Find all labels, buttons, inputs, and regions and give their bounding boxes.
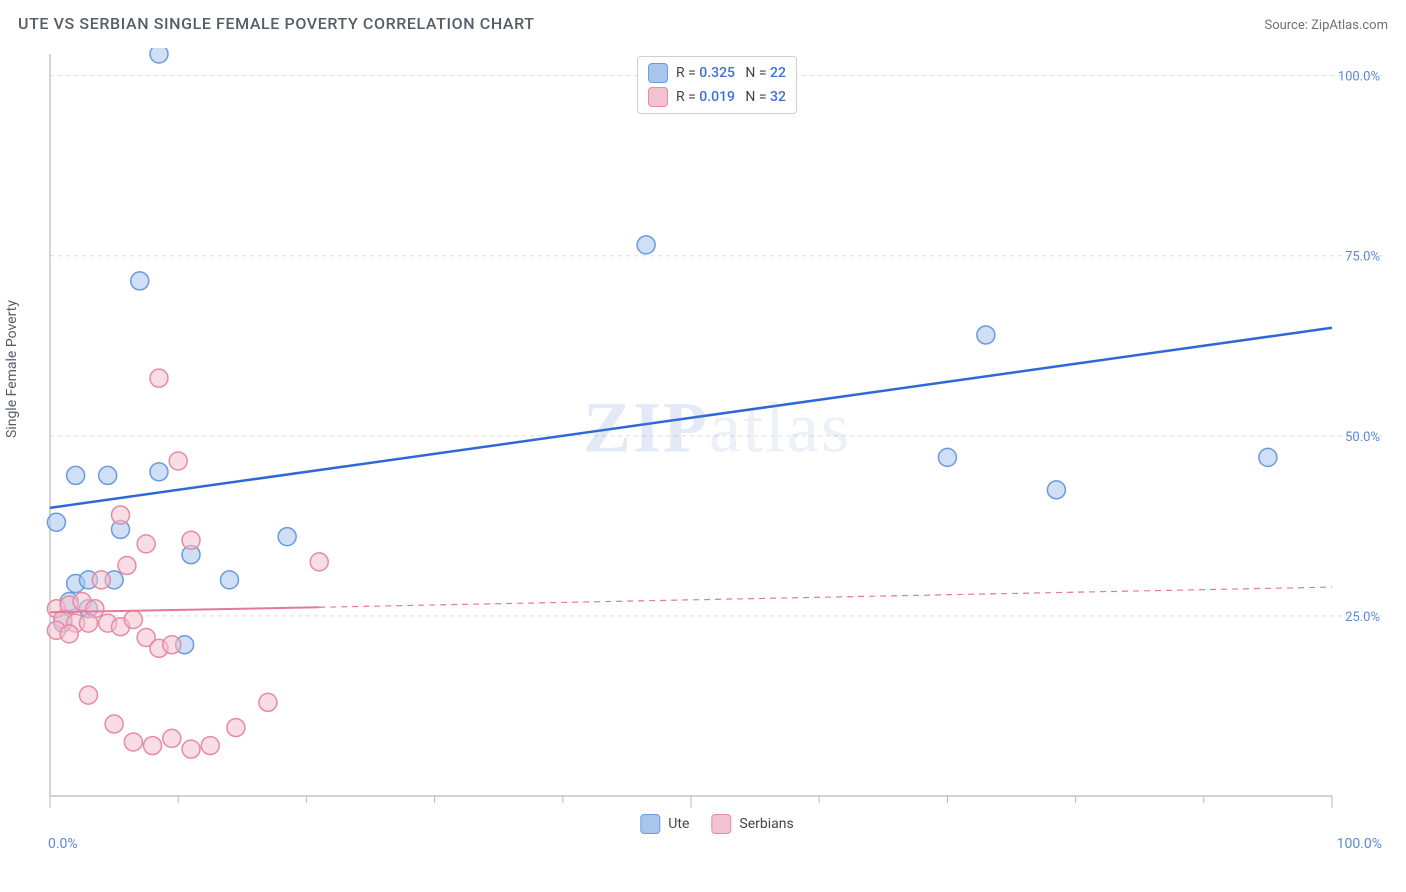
data-point bbox=[144, 737, 162, 755]
svg-text:25.0%: 25.0% bbox=[1345, 610, 1380, 625]
data-point bbox=[182, 531, 200, 549]
legend-swatch bbox=[648, 87, 668, 107]
data-point bbox=[637, 236, 655, 254]
data-point bbox=[938, 448, 956, 466]
series-legend-label: Serbians bbox=[739, 816, 793, 832]
data-point bbox=[67, 466, 85, 484]
data-point bbox=[112, 506, 130, 524]
y-axis-label: Single Female Poverty bbox=[4, 300, 20, 438]
data-point bbox=[278, 528, 296, 546]
data-point bbox=[310, 553, 328, 571]
x-axis-max-label: 100.0% bbox=[1337, 836, 1382, 852]
source-name: ZipAtlas.com bbox=[1311, 18, 1388, 33]
data-point bbox=[977, 326, 995, 344]
data-point bbox=[137, 535, 155, 553]
data-point bbox=[47, 513, 65, 531]
trend-line-ute bbox=[50, 328, 1332, 508]
x-axis-min-label: 0.0% bbox=[48, 836, 78, 852]
data-point bbox=[201, 737, 219, 755]
svg-text:50.0%: 50.0% bbox=[1345, 430, 1380, 445]
scatter-chart: 25.0% 50.0% 75.0% 100.0% bbox=[46, 48, 1388, 840]
legend-stats: R = 0.019 N = 32 bbox=[676, 89, 786, 105]
data-point bbox=[227, 719, 245, 737]
legend-stats: R = 0.325 N = 22 bbox=[676, 65, 786, 81]
chart-source: Source: ZipAtlas.com bbox=[1264, 18, 1388, 33]
correlation-legend: R = 0.325 N = 22 R = 0.019 N = 32 bbox=[637, 56, 797, 114]
data-point bbox=[118, 556, 136, 574]
data-point bbox=[60, 625, 78, 643]
data-point bbox=[169, 452, 187, 470]
chart-header: UTE VS SERBIAN SINGLE FEMALE POVERTY COR… bbox=[18, 14, 1388, 33]
data-point bbox=[124, 611, 142, 629]
data-point bbox=[259, 693, 277, 711]
data-point bbox=[1259, 448, 1277, 466]
data-point bbox=[79, 614, 97, 632]
data-point bbox=[79, 686, 97, 704]
legend-row: R = 0.019 N = 32 bbox=[648, 85, 786, 109]
data-point bbox=[92, 571, 110, 589]
data-point bbox=[99, 466, 117, 484]
data-point bbox=[1047, 481, 1065, 499]
legend-swatch bbox=[648, 63, 668, 83]
svg-text:100.0%: 100.0% bbox=[1338, 70, 1380, 85]
chart-title: UTE VS SERBIAN SINGLE FEMALE POVERTY COR… bbox=[18, 14, 535, 33]
data-point bbox=[220, 571, 238, 589]
data-point bbox=[182, 740, 200, 758]
legend-swatch bbox=[711, 814, 731, 834]
data-point bbox=[150, 463, 168, 481]
legend-swatch bbox=[640, 814, 660, 834]
svg-text:75.0%: 75.0% bbox=[1345, 250, 1380, 265]
data-point bbox=[105, 715, 123, 733]
series-legend-item: Ute bbox=[640, 814, 689, 834]
trend-line-serbian-dash bbox=[319, 587, 1332, 607]
source-prefix: Source: bbox=[1264, 18, 1311, 33]
series-legend-label: Ute bbox=[668, 816, 689, 832]
series-legend-item: Serbians bbox=[711, 814, 793, 834]
data-point bbox=[150, 48, 168, 63]
series-legend: Ute Serbians bbox=[640, 814, 793, 834]
data-point bbox=[163, 636, 181, 654]
data-point bbox=[150, 369, 168, 387]
data-point bbox=[163, 729, 181, 747]
data-point bbox=[124, 733, 142, 751]
data-point bbox=[131, 272, 149, 290]
legend-row: R = 0.325 N = 22 bbox=[648, 61, 786, 85]
chart-area: 25.0%50.0%75.0%100.0% ZIPatlas R = 0.325… bbox=[46, 48, 1388, 840]
